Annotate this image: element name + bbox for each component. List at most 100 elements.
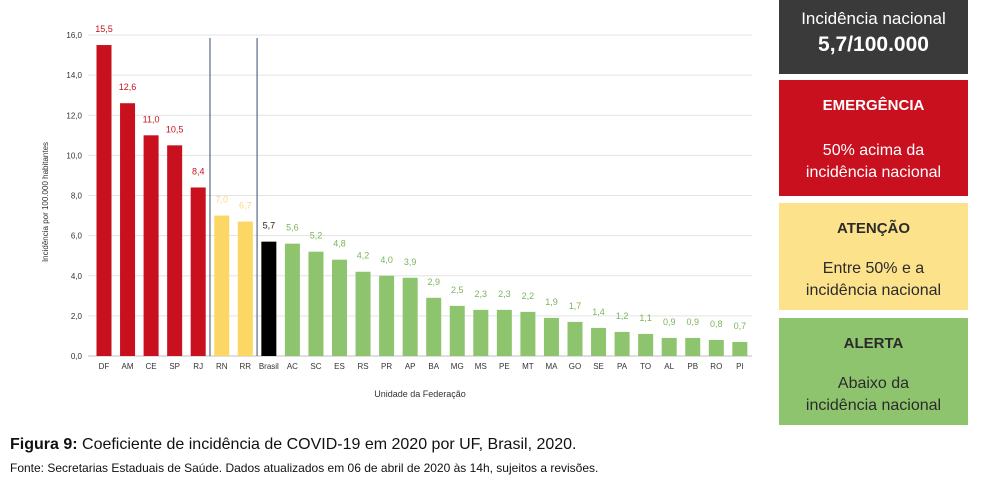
x-tick-label-al: AL — [664, 362, 674, 371]
bar-rn — [214, 215, 230, 356]
national-incidence-box: Incidência nacional 5,7/100.000 — [779, 0, 968, 74]
x-tick-label-pb: PB — [687, 362, 698, 371]
value-label-ac: 5,6 — [286, 223, 299, 233]
x-tick-label-rs: RS — [357, 362, 368, 371]
value-label-df: 15,5 — [95, 24, 113, 34]
x-tick-label-mt: MT — [522, 362, 534, 371]
emergency-legend-box: EMERGÊNCIA 50% acima da incidência nacio… — [779, 80, 968, 196]
alert-desc-line1: Abaixo da — [837, 375, 910, 392]
x-tick-label-ac: AC — [287, 362, 298, 371]
x-tick-label-sp: SP — [169, 362, 180, 371]
x-tick-label-pi: PI — [736, 362, 744, 371]
x-tick-label-ba: BA — [428, 362, 439, 371]
value-label-pa: 1,2 — [616, 311, 629, 321]
figure-title: Coeficiente de incidência de COVID-19 em… — [77, 436, 577, 453]
attention-title: ATENÇÃO — [836, 220, 911, 237]
value-label-sc: 5,2 — [310, 231, 323, 241]
attention-description: Entre 50% e a incidência nacional — [785, 258, 962, 302]
y-tick-label: 0,0 — [71, 352, 83, 361]
x-tick-label-brasil: Brasil — [259, 362, 279, 371]
national-incidence-label: Incidência nacional — [801, 9, 946, 28]
y-tick-label: 6,0 — [71, 232, 83, 241]
x-tick-label-df: DF — [99, 362, 110, 371]
bar-am — [120, 103, 136, 357]
attention-desc-line1: Entre 50% e a — [822, 260, 925, 277]
grid-lines — [88, 34, 752, 357]
value-label-rr: 6,7 — [239, 201, 252, 211]
bar-pa — [614, 331, 630, 356]
y-tick-label: 4,0 — [71, 272, 83, 281]
value-label-go: 1,7 — [569, 301, 582, 311]
x-tick-label-pr: PR — [381, 362, 392, 371]
bar-rr — [237, 221, 253, 356]
bar-se — [591, 327, 607, 356]
bar-brasil — [261, 241, 277, 356]
y-tick-label: 2,0 — [71, 312, 83, 321]
value-label-ce: 11,0 — [143, 114, 160, 124]
x-tick-label-rn: RN — [216, 362, 228, 371]
bar-sp — [167, 145, 183, 356]
y-tick-labels: 0,0 2,0 4,0 6,0 8,0 10,0 12,0 14,0 16,0 — [66, 31, 82, 361]
alert-title: ALERTA — [843, 335, 904, 352]
bar-sc — [308, 251, 324, 356]
figure-caption: Figura 9: Coeficiente de incidência de C… — [10, 436, 577, 454]
value-label-rn: 7,0 — [215, 195, 228, 205]
x-tick-label-ap: AP — [405, 362, 416, 371]
x-tick-label-se: SE — [593, 362, 604, 371]
y-tick-label: 10,0 — [66, 151, 82, 160]
bar-pr — [379, 275, 395, 356]
x-tick-label-es: ES — [334, 362, 345, 371]
value-label-es: 4,8 — [333, 239, 346, 249]
bar-to — [638, 333, 654, 356]
bar-ro — [708, 339, 724, 356]
x-tick-label-go: GO — [569, 362, 581, 371]
y-tick-label: 8,0 — [71, 192, 83, 201]
bar-ap — [402, 277, 418, 356]
bar-ms — [473, 309, 489, 356]
alert-description: Abaixo da incidência nacional — [785, 373, 962, 417]
value-label-ba: 2,9 — [427, 277, 440, 287]
bar-ba — [426, 297, 442, 356]
value-label-pr: 4,0 — [380, 255, 393, 265]
x-tick-label-pe: PE — [499, 362, 510, 371]
emergency-desc-line1: 50% acima da — [822, 142, 925, 159]
value-label-ro: 0,8 — [710, 319, 723, 329]
bar-mg — [449, 305, 465, 356]
value-label-sp: 10,5 — [166, 124, 184, 134]
value-label-ms: 2,3 — [475, 289, 488, 299]
y-tick-label: 14,0 — [66, 71, 82, 80]
bar-pe — [496, 309, 512, 356]
bar-rj — [190, 187, 206, 356]
attention-legend-box: ATENÇÃO Entre 50% e a incidência naciona… — [779, 203, 968, 310]
value-label-pb: 0,9 — [686, 317, 699, 327]
x-tick-label-ma: MA — [545, 362, 558, 371]
x-tick-label-rr: RR — [240, 362, 252, 371]
x-tick-label-ro: RO — [710, 362, 722, 371]
incidence-bar-chart: 0,0 2,0 4,0 6,0 8,0 10,0 12,0 14,0 16,0 15,5 12,6… — [41, 24, 752, 399]
bar-go — [567, 321, 583, 356]
alert-legend-box: ALERTA Abaixo da incidência nacional — [779, 318, 968, 425]
x-tick-label-am: AM — [122, 362, 134, 371]
bar-ac — [284, 243, 300, 356]
x-tick-labels: DF AM CE SP RJ RN RR Brasil AC SC ES RS PR AP BA MG MS PE… — [99, 362, 744, 371]
bar-rs — [355, 271, 371, 356]
bar-ma — [543, 317, 559, 356]
value-label-mg: 2,5 — [451, 285, 464, 295]
bar-ce — [143, 135, 159, 356]
value-label-rj: 8,4 — [192, 166, 205, 176]
value-label-to: 1,1 — [639, 313, 652, 323]
value-label-al: 0,9 — [663, 317, 676, 327]
emergency-desc-line2: incidência nacional — [805, 164, 942, 181]
bar-df — [96, 45, 112, 356]
bar-al — [661, 337, 677, 356]
x-tick-label-to: TO — [640, 362, 651, 371]
x-tick-label-mg: MG — [451, 362, 464, 371]
bar-pi — [732, 341, 748, 356]
bar-mt — [520, 311, 536, 356]
value-label-pe: 2,3 — [498, 289, 511, 299]
x-axis-label: Unidade da Federação — [374, 389, 466, 399]
x-tick-label-ce: CE — [146, 362, 157, 371]
value-labels: 15,5 12,6 11,0 10,5 8,4 7,0 6,7 5,7 5,6 5,2 4,8 4,2… — [95, 24, 746, 331]
emergency-title: EMERGÊNCIA — [822, 97, 925, 114]
group-dividers — [209, 38, 258, 356]
